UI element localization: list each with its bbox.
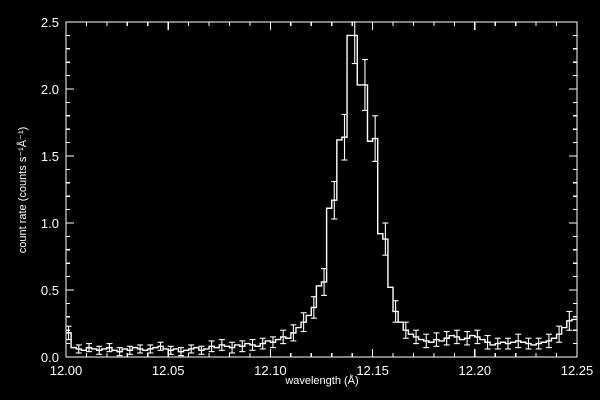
x-tick-label: 12.25 bbox=[561, 363, 594, 378]
y-tick-label: 2.0 bbox=[41, 82, 59, 97]
y-tick-label: 2.5 bbox=[41, 15, 59, 30]
x-tick-label: 12.00 bbox=[50, 363, 83, 378]
axis-frame bbox=[65, 21, 578, 358]
y-tick-label: 1.0 bbox=[41, 216, 59, 231]
y-axis-title: count rate (counts s⁻¹Å⁻¹) bbox=[16, 127, 29, 254]
error-bars bbox=[65, 21, 573, 357]
x-axis-title: wavelength (Å) bbox=[284, 374, 358, 387]
spectrum-step-line bbox=[66, 34, 577, 353]
y-tick-label: 1.5 bbox=[41, 149, 59, 164]
y-tick-label: 0.0 bbox=[41, 350, 59, 365]
y-tick-labels: 0.0 0.5 1.0 1.5 2.0 2.5 bbox=[41, 15, 59, 365]
x-tick-label: 12.10 bbox=[254, 363, 287, 378]
tick-marks bbox=[65, 21, 578, 358]
x-tick-label: 12.15 bbox=[356, 363, 389, 378]
x-tick-label: 12.20 bbox=[459, 363, 492, 378]
x-tick-labels: 12.00 12.05 12.10 12.15 12.20 12.25 bbox=[50, 363, 594, 378]
x-tick-label: 12.05 bbox=[152, 363, 185, 378]
y-tick-label: 0.5 bbox=[41, 283, 59, 298]
